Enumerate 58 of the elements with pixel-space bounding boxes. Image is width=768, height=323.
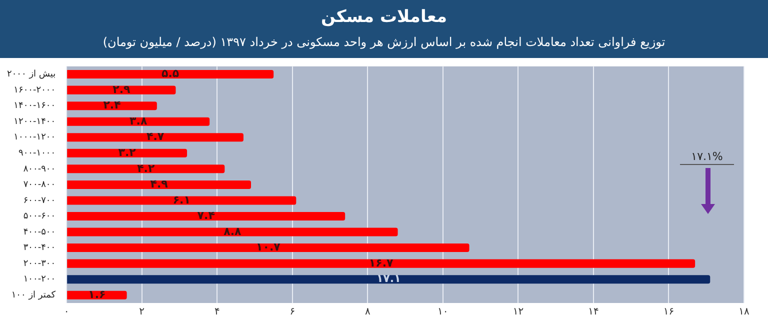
- bar: [67, 244, 470, 252]
- annotation: ۱۷.۱%: [680, 150, 734, 165]
- y-tick-label: ۷۰۰-۸۰۰: [23, 180, 56, 190]
- data-label: ۲.۴: [103, 98, 122, 112]
- y-tick-label: ۶۰۰-۷۰۰: [23, 196, 56, 206]
- chart-subtitle: توزیع فراوانی تعداد معاملات انجام شده بر اساس ارزش هر واحد مسکونی در خرداد ۱۳۹۷ (درصد / میلیون تومان): [102, 34, 666, 51]
- y-tick-label: ۱۴۰۰-۱۶۰۰: [14, 101, 56, 112]
- y-tick-label: کمتر از ۱۰۰: [11, 290, 56, 300]
- data-label: ۱۷.۱: [376, 272, 401, 286]
- x-tick-label: ۸: [364, 306, 371, 318]
- x-tick-label: ۱۰: [438, 306, 448, 318]
- y-tick-label: ۱۲۰۰-۱۴۰۰: [14, 116, 56, 127]
- x-tick-label: ۱۴: [588, 306, 599, 318]
- bar: [67, 164, 225, 174]
- bar: [67, 70, 274, 79]
- data-label: ۱۶.۷: [368, 256, 394, 270]
- bar: [67, 117, 210, 126]
- data-label: ۴.۷: [146, 130, 164, 144]
- bar: [67, 86, 176, 94]
- data-label: ۸.۸: [224, 224, 242, 238]
- data-label: ۵.۵: [162, 67, 180, 80]
- data-label: ۱۰.۷: [256, 240, 281, 254]
- data-label: ۶.۱: [172, 193, 190, 206]
- x-tick-label: ۱۶: [663, 306, 674, 318]
- data-label: ۱.۶: [88, 288, 106, 301]
- data-label: ۲.۹: [112, 82, 131, 96]
- bar: [67, 133, 244, 142]
- x-tick-label: ۰: [64, 306, 70, 318]
- chart-title: معاملات مسکن: [320, 6, 448, 28]
- y-tick-label: بیش از ۲۰۰۰: [6, 70, 56, 80]
- y-tick-label: ۱۰۰۰-۱۲۰۰: [14, 132, 56, 143]
- y-tick-label: ۲۰۰-۳۰۰: [23, 258, 56, 269]
- bar: [67, 196, 296, 205]
- data-label: ۳.۲: [118, 146, 136, 160]
- y-tick-label: ۵۰۰-۶۰۰: [23, 212, 56, 222]
- bar: [67, 102, 157, 110]
- data-label: ۳.۸: [130, 114, 148, 128]
- bar: [67, 180, 252, 189]
- y-tick-label: ۴۰۰-۵۰۰: [23, 227, 56, 238]
- y-tick-label: ۱۶۰۰-۲۰۰۰: [14, 85, 56, 96]
- data-label: ۴.۹: [150, 178, 168, 191]
- data-label: ۴.۲: [137, 162, 155, 175]
- y-tick-label: ۳۰۰-۴۰۰: [23, 243, 56, 254]
- bar: [67, 290, 127, 300]
- y-tick-label: ۹۰۰-۱۰۰۰: [18, 148, 56, 158]
- bar: [67, 259, 696, 268]
- bar: [67, 275, 710, 284]
- x-tick-label: ۱۲: [512, 306, 524, 318]
- bar: [67, 212, 346, 221]
- data-label: ۷.۴: [197, 209, 216, 222]
- x-tick-label: ۱۸: [738, 306, 750, 318]
- x-tick-label: ۲: [139, 306, 145, 318]
- x-tick-label: ۶: [290, 306, 296, 318]
- x-tick-label: ۴: [214, 306, 220, 318]
- y-tick-label: ۸۰۰-۹۰۰: [23, 164, 56, 174]
- y-tick-label: ۱۰۰-۲۰۰: [23, 274, 56, 285]
- bar: [67, 228, 398, 236]
- bar: [67, 148, 188, 158]
